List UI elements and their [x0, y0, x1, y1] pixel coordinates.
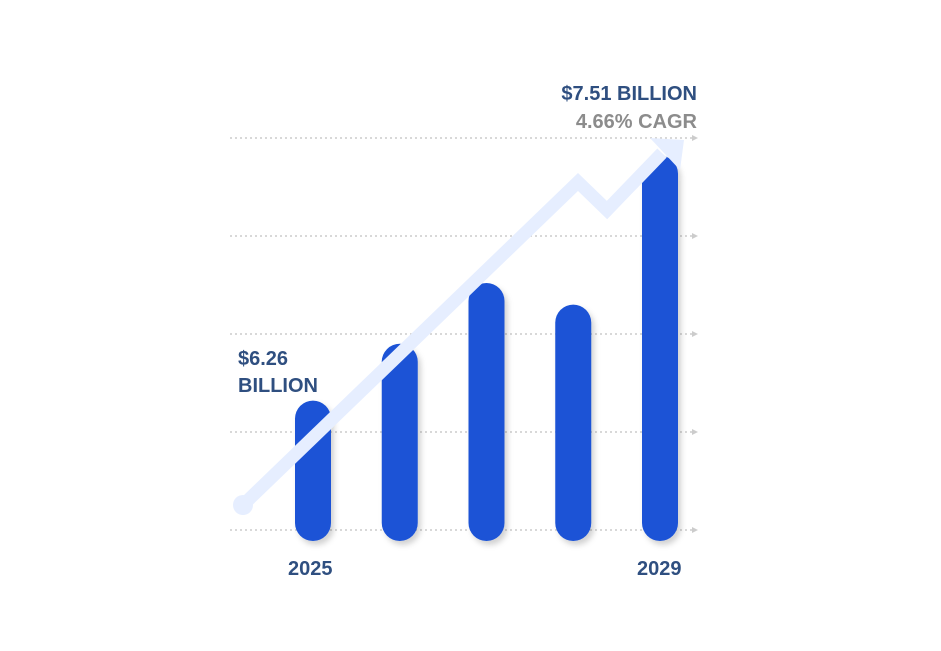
x-tick-label-start: 2025	[288, 558, 333, 580]
gridline-arrow	[692, 429, 698, 435]
start-value-label: $6.26 BILLION	[238, 346, 318, 400]
cagr-label: 4.66% CAGR	[575, 111, 697, 133]
trend-arrow-head	[650, 138, 684, 170]
start-value-unit: BILLION	[238, 375, 318, 397]
trend-arrow-line	[238, 148, 667, 510]
gridline-arrow	[692, 233, 698, 239]
gridline-arrow	[692, 135, 698, 141]
trend-arrow	[233, 138, 684, 515]
gridline-arrow	[692, 527, 698, 533]
bar	[555, 304, 592, 541]
trend-arrow-start-dot	[233, 495, 253, 515]
bars	[295, 155, 678, 541]
bar	[381, 343, 418, 541]
start-value-amount: $6.26	[238, 348, 289, 370]
end-value-label: $7.51 BILLION	[561, 83, 697, 105]
bar	[468, 283, 505, 541]
bar	[642, 155, 678, 541]
gridline-arrow	[692, 331, 698, 337]
x-tick-label-end: 2029	[637, 558, 682, 580]
